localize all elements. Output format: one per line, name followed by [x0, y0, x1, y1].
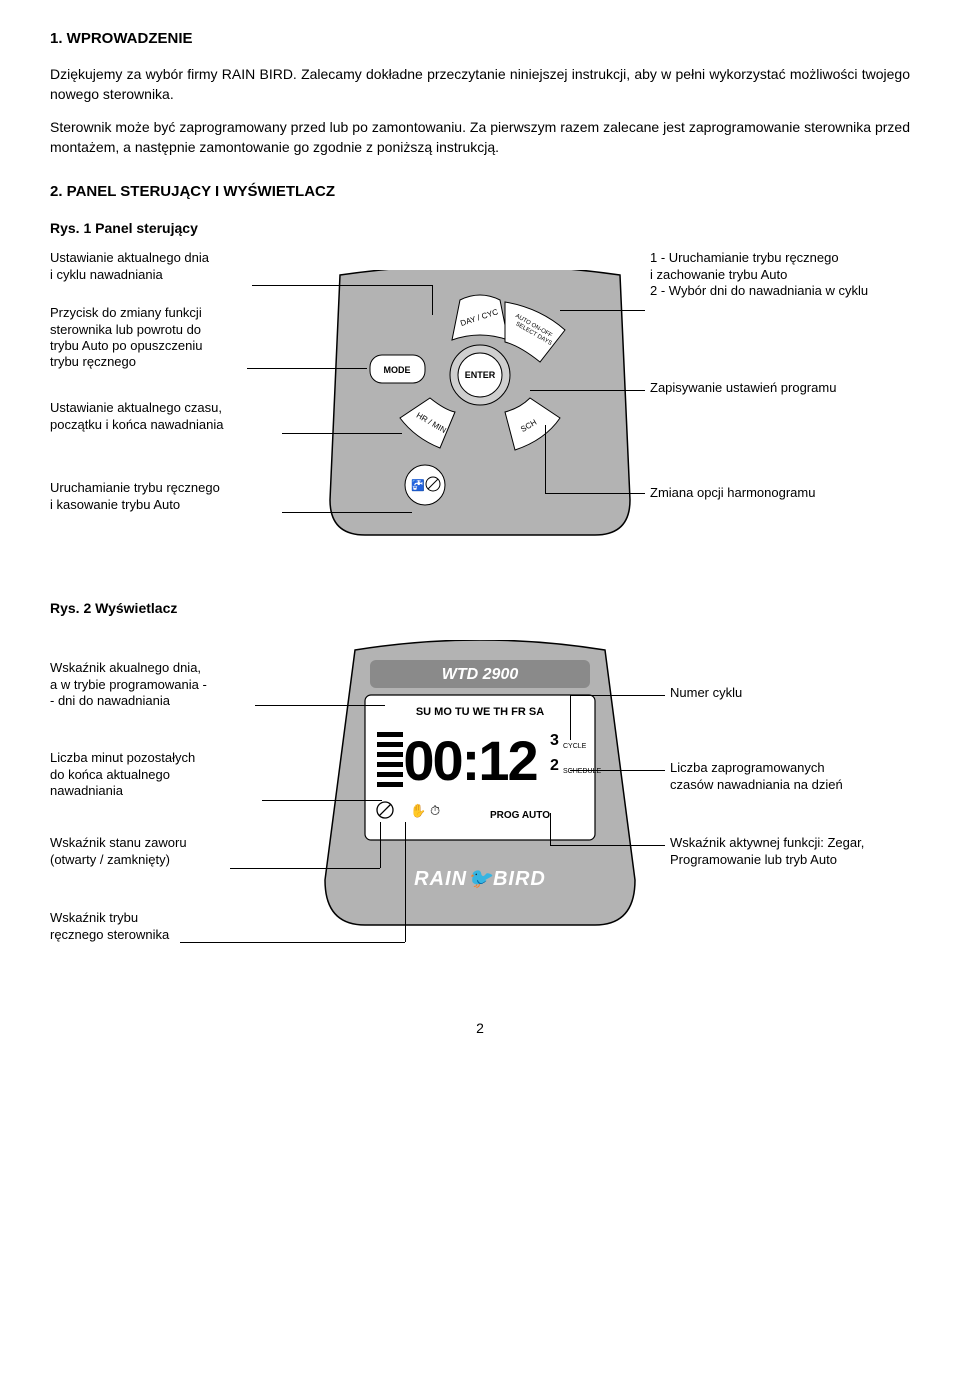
fig1-callout-mode: Przycisk do zmiany funkcji sterownika lu…	[50, 305, 290, 370]
fig1-callout-enter: Zapisywanie ustawień programu	[650, 380, 910, 396]
fig1-callout-manual: Uruchamianie trybu ręcznego i kasowanie …	[50, 480, 300, 513]
fig2-callout-manual-mode: Wskaźnik trybu ręcznego sterownika	[50, 910, 280, 943]
lcd-days: SU MO TU WE TH FR SA	[416, 706, 544, 718]
display-svg: WTD 2900 SU MO TU WE TH FR SA 00:12 3 CY…	[315, 640, 645, 940]
section1-p1: Dziękujemy za wybór firmy RAIN BIRD. Zal…	[50, 65, 910, 104]
lcd-digits: 00:12	[403, 729, 536, 792]
fig1-callout-day-cycle: Ustawianie aktualnego dnia i cyklu nawad…	[50, 250, 290, 283]
section1-title: 1. WPROWADZENIE	[50, 30, 910, 47]
fig2-callout-valve-state: Wskaźnik stanu zaworu (otwarty / zamknię…	[50, 835, 280, 868]
fig2-callout-active-func: Wskaźnik aktywnej funkcji: Zegar, Progra…	[670, 835, 910, 868]
svg-text:🚰: 🚰	[411, 479, 425, 492]
fig2-title: Rys. 2 Wyświetlacz	[50, 600, 910, 616]
panel-svg: DAY / CYC AUTO ON-OFF SELECT DAYS ENTER …	[320, 270, 640, 550]
lcd-model: WTD 2900	[442, 666, 519, 683]
btn-enter-label: ENTER	[465, 370, 496, 380]
fig1-callout-sch: Zmiana opcji harmonogramu	[650, 485, 910, 501]
figure-2: Wskaźnik akualnego dnia, a w trybie prog…	[50, 630, 910, 990]
svg-text:⏱: ⏱	[430, 803, 440, 818]
lcd-sched-num: 2	[550, 757, 559, 774]
svg-text:RAIN🐦BIRD: RAIN🐦BIRD	[414, 868, 546, 890]
figure-1: Ustawianie aktualnego dnia i cyklu nawad…	[50, 250, 910, 570]
lcd-cycle-label: CYCLE	[563, 743, 587, 750]
svg-text:✋: ✋	[410, 803, 426, 818]
fig2-callout-day-indicator: Wskaźnik akualnego dnia, a w trybie prog…	[50, 660, 280, 709]
fig2-callout-times-per-day: Liczba zaprogramowanych czasów nawadnian…	[670, 760, 910, 793]
fig1-title: Rys. 1 Panel sterujący	[50, 220, 910, 236]
section1-p2: Sterownik może być zaprogramowany przed …	[50, 118, 910, 157]
btn-mode-label: MODE	[384, 365, 411, 375]
lcd-prog-auto: PROG AUTO	[490, 810, 550, 821]
lcd-cycle-num: 3	[550, 732, 559, 749]
fig2-callout-minutes-left: Liczba minut pozostałych do końca aktual…	[50, 750, 280, 799]
fig1-callout-auto-days: 1 - Uruchamianie trybu ręcznego i zachow…	[650, 250, 910, 299]
fig1-callout-hrmin: Ustawianie aktualnego czasu, początku i …	[50, 400, 300, 433]
page-number: 2	[50, 1020, 910, 1036]
fig2-callout-cycle-num: Numer cyklu	[670, 685, 910, 701]
section2-title: 2. PANEL STERUJĄCY I WYŚWIETLACZ	[50, 183, 910, 200]
